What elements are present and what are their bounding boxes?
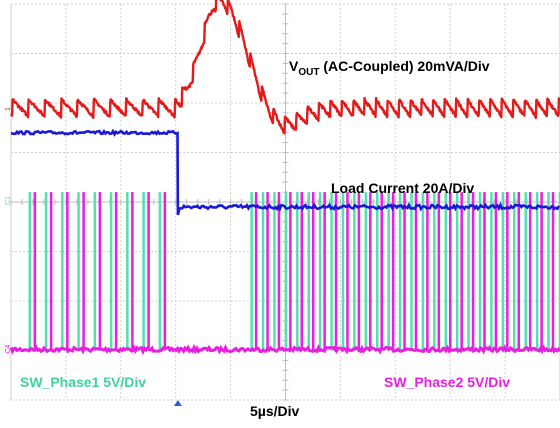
sw-phase1-label: SW_Phase1 5V/Div [20,374,146,390]
load-current-trace [10,128,560,216]
sw-phase1-pulse [535,192,539,351]
sw-phase2-pulse [323,192,326,351]
sw-phase1-pulse [44,192,48,351]
sw-phase1-pulse [421,192,425,351]
sw-phase2-pulse [163,192,167,351]
sw-phase2-pulse [334,192,338,351]
sw-phase1-pulse [318,192,322,351]
sw-phase1-pulse [433,192,436,351]
sw-phase1-pulse [109,192,113,351]
sw-phase1-pulse [158,192,162,351]
sw-phase2-pulse [369,192,372,351]
sw-phase1-pulse [387,192,390,351]
sw-phase2-pulse [448,192,452,351]
sw-phase1-pulse [61,192,64,351]
sw-phase1-pulse [126,192,129,351]
sw-phase2-pulse [357,192,361,351]
sw-phase1-pulse [478,192,482,351]
sw-phase2-pulse [33,192,37,351]
sw-phase1-pulse [284,192,288,351]
sw-phase2-pulse [471,192,475,351]
sw-phase1-pulse [467,192,470,351]
sw-phase1-pulse [364,192,368,351]
sw-phase1-pulse [330,192,333,351]
sw-phase2-baseline [9,343,560,356]
sw-phase2-pulse [483,192,486,351]
sw-phase2-pulse [82,192,85,351]
sw-phase2-pulse [311,192,315,351]
sw-phase2-pulse [494,192,498,351]
sw-phase2-pulse [528,192,532,351]
sw-phase2-pulse [391,192,395,351]
sw-phase1-pulse [501,192,505,351]
sw-phase1-pulse [375,192,379,351]
sw-phase1-pulse [77,192,80,351]
sw-phase1-pulse [93,192,97,351]
sw-phase1-pulse [513,192,516,351]
sw-phase2-pulse [114,192,118,351]
sw-phase1-pulse [353,192,356,351]
sw-phase2-pulse [300,192,304,351]
sw-phase1-pulse [28,192,32,351]
sw-phase2-pulse [266,192,269,351]
sw-phase1-pulse [410,192,413,351]
sw-phase1-pulse [307,192,310,351]
sw-phase1-pulse [296,192,299,351]
sw-phase2-pulse [437,192,441,351]
vout-trace [10,0,560,135]
sw-phase2-pulse [414,192,418,351]
sw-phase2-pulse [66,192,69,351]
channel-marker: C4 [5,344,12,353]
sw-phase2-label: SW_Phase2 5V/Div [384,374,510,390]
sw-phase1-pulse [547,192,550,351]
sw-phase2-pulse [254,192,258,351]
sw-phase2-pulse [49,192,53,351]
sw-phase1-pulse [142,192,145,351]
vout-label: VOUT (AC-Coupled) 20mVA/Div [289,58,490,78]
trigger-marker [173,400,182,406]
channel-markers: 1 C1 C4 [5,107,12,354]
x-axis-label: 5µs/Div [250,403,300,419]
sw-phase2-pulse [403,192,406,351]
sw-phase2-pulse [277,192,281,351]
sw-phase2-pulse [346,192,349,351]
sw-phase2-pulse [540,192,543,351]
sw-phase1-pulse [250,192,253,351]
sw-phase1-pulse [558,192,560,351]
sw-phase2-pulse [517,192,520,351]
sw-phase2-pulse [460,192,463,351]
load-current-label: Load Current 20A/Div [331,180,474,196]
sw-phase2-pulse [131,192,134,351]
sw-phase1-pulse [455,192,459,351]
sw-phase1-pulse [490,192,493,351]
sw-phase2-pulse [289,192,292,351]
sw-phase2-pulse [426,192,429,351]
channel-marker: C1 [5,196,12,205]
sw-phase2-pulse [147,192,150,351]
channel-marker: 1 [5,107,12,111]
traces [9,0,560,356]
sw-phase2-pulse [551,192,555,351]
sw-phase2-pulse [98,192,102,351]
sw-phase2-pulse [380,192,383,351]
sw-phase1-pulse [524,192,527,351]
sw-phase1-pulse [341,192,345,351]
sw-phase1-pulse [398,192,402,351]
sw-phase2-pulse [506,192,509,351]
sw-phase1-pulse [444,192,447,351]
sw-phase1-pulse [273,192,276,351]
sw-phase1-pulse [261,192,265,351]
